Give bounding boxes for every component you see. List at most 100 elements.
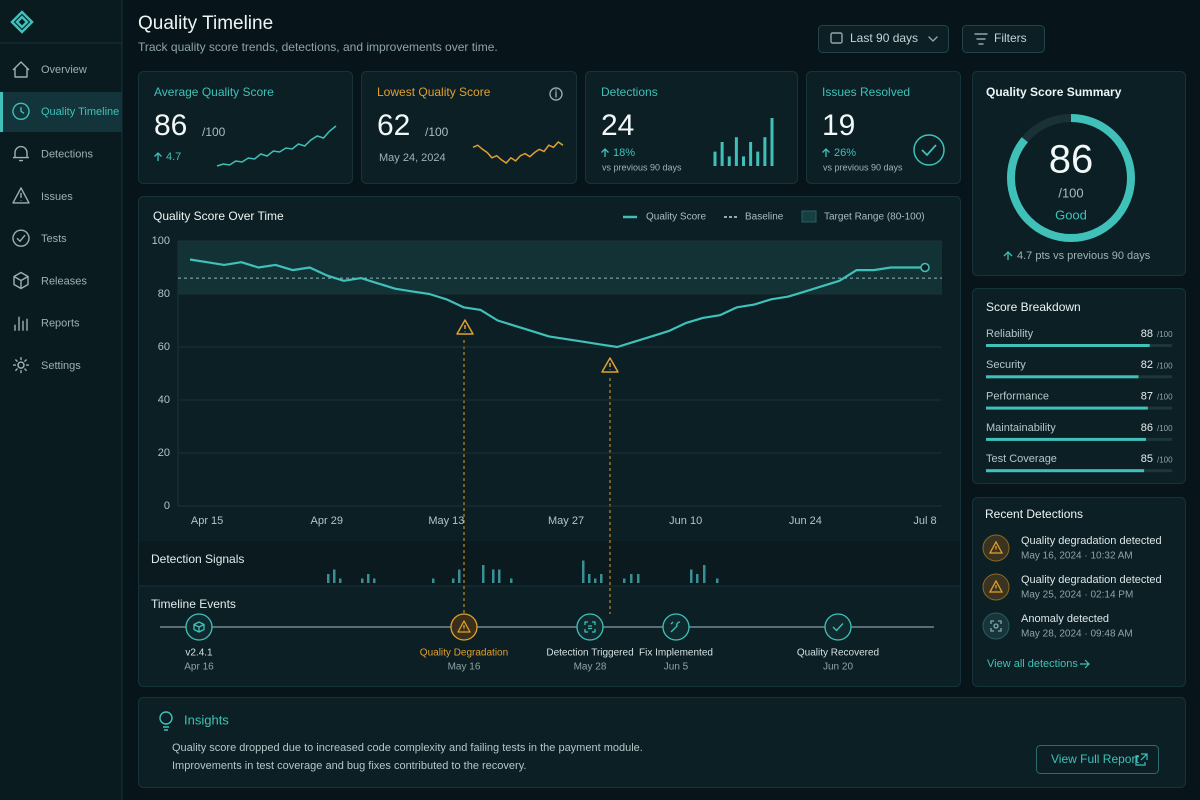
page-subtitle: Track quality score trends, detections, … bbox=[138, 40, 498, 54]
x-tick-label: Apr 15 bbox=[191, 515, 223, 527]
up-arrow bbox=[822, 148, 830, 157]
timeline-event[interactable] bbox=[576, 613, 604, 641]
nav-icon bbox=[12, 229, 30, 247]
event-node bbox=[576, 613, 604, 641]
signal-bar bbox=[432, 578, 435, 583]
summary-card bbox=[972, 71, 1186, 276]
breakdown-unit: /100 bbox=[1157, 393, 1173, 402]
signal-bar bbox=[339, 578, 342, 583]
nav-item[interactable]: Overview bbox=[41, 64, 87, 76]
timeline-title: Timeline Events bbox=[151, 597, 236, 611]
nav-active-bg bbox=[0, 92, 122, 132]
bar bbox=[986, 344, 1150, 347]
signal-bar bbox=[452, 578, 455, 583]
kpi-value: 24 bbox=[601, 109, 634, 142]
timeline-event[interactable] bbox=[662, 613, 690, 641]
detections-card bbox=[972, 497, 1186, 687]
breakdown-label: Maintainability bbox=[986, 422, 1056, 434]
event-date: May 28 bbox=[574, 662, 607, 673]
sparkline bbox=[216, 125, 337, 167]
timeline-event[interactable] bbox=[824, 613, 852, 641]
card-title: Quality Score Summary bbox=[986, 85, 1122, 99]
breakdown-unit: /100 bbox=[1157, 361, 1173, 370]
signal-bar bbox=[458, 569, 461, 583]
x-tick-label: Jun 10 bbox=[669, 515, 702, 527]
signal-bar bbox=[482, 565, 485, 583]
kpi-note: vs previous 90 days bbox=[823, 162, 903, 172]
kpi-label: Issues Resolved bbox=[822, 85, 910, 99]
x-tick-label: Apr 29 bbox=[311, 515, 343, 527]
nav-item[interactable]: Detections bbox=[41, 149, 93, 161]
event-date: Jun 20 bbox=[823, 662, 853, 673]
signal-bar bbox=[594, 578, 597, 583]
signal-bar bbox=[630, 574, 633, 583]
y-tick-label: 80 bbox=[158, 288, 170, 300]
spark-bar bbox=[720, 142, 724, 166]
ring-value bbox=[1007, 114, 1135, 242]
timeline-event[interactable] bbox=[185, 613, 213, 641]
date-range-button[interactable]: Last 90 days bbox=[818, 25, 949, 53]
spark-bar bbox=[727, 156, 731, 166]
signal-bar bbox=[367, 574, 370, 583]
kpi-label: Lowest Quality Score bbox=[377, 85, 491, 99]
insight-line: Improvements in test coverage and bug fi… bbox=[172, 760, 526, 772]
signal-bar bbox=[327, 574, 330, 583]
detection-icon bbox=[988, 579, 1004, 593]
kpi-unit: /100 bbox=[202, 125, 226, 139]
nav-icon bbox=[13, 145, 29, 162]
x-tick-label: Jul 8 bbox=[913, 515, 936, 527]
filter-icon bbox=[974, 33, 988, 45]
breakdown-label: Performance bbox=[986, 391, 1049, 403]
detection-icon bbox=[988, 540, 1004, 554]
breakdown-unit: /100 bbox=[1157, 424, 1173, 433]
view-report-button[interactable]: View Full Report bbox=[1036, 745, 1159, 774]
breakdown-unit: /100 bbox=[1157, 455, 1173, 464]
signal-bar bbox=[582, 560, 585, 583]
warning-marker bbox=[601, 357, 619, 373]
button-frame bbox=[1036, 745, 1159, 774]
signal-bar bbox=[361, 578, 364, 583]
view-all-link[interactable]: View all detections bbox=[987, 658, 1090, 670]
signal-bar bbox=[510, 578, 513, 583]
signal-bar bbox=[637, 574, 640, 583]
timeline-event[interactable] bbox=[450, 613, 478, 641]
spark-bar bbox=[742, 156, 745, 166]
detection-time: May 28, 2024 · 09:48 AM bbox=[1021, 629, 1133, 640]
nav-item[interactable]: Tests bbox=[41, 233, 67, 245]
spark-bar bbox=[713, 151, 717, 166]
signal-bar bbox=[588, 574, 591, 583]
signal-bar bbox=[492, 569, 495, 583]
breakdown-value: 86 bbox=[1141, 422, 1153, 434]
summary-rating: Good bbox=[1055, 207, 1087, 222]
target-range bbox=[178, 241, 942, 294]
arrow-icon bbox=[1080, 659, 1090, 669]
kpi-card bbox=[138, 71, 353, 184]
event-label: Quality Degradation bbox=[420, 648, 508, 659]
summary-unit: /100 bbox=[1058, 185, 1083, 200]
y-tick-label: 40 bbox=[158, 394, 170, 406]
nav-item[interactable]: Quality Timeline bbox=[41, 106, 119, 118]
signal-bar bbox=[703, 565, 706, 583]
bar bbox=[986, 375, 1139, 379]
spark-bar bbox=[770, 118, 774, 166]
spark-bar bbox=[734, 137, 738, 166]
x-tick-label: May 27 bbox=[548, 515, 584, 527]
nav-item[interactable]: Issues bbox=[41, 191, 73, 203]
signal-bar bbox=[373, 578, 376, 583]
sparkline bbox=[472, 141, 564, 164]
breakdown-value: 88 bbox=[1141, 328, 1153, 340]
event-icon bbox=[584, 621, 596, 633]
nav-item[interactable]: Reports bbox=[41, 318, 80, 330]
nav-item[interactable]: Settings bbox=[41, 360, 81, 372]
button-frame bbox=[962, 25, 1045, 53]
button-frame bbox=[818, 25, 949, 53]
detection-time: May 25, 2024 · 02:14 PM bbox=[1021, 590, 1133, 601]
button-label: View Full Report bbox=[1051, 752, 1139, 766]
spark-bar bbox=[763, 137, 767, 166]
event-date: May 16 bbox=[448, 662, 481, 673]
nav-item[interactable]: Releases bbox=[41, 275, 87, 287]
detection-title: Quality degradation detected bbox=[1021, 574, 1162, 586]
kpi-unit: /100 bbox=[425, 125, 449, 139]
bar bbox=[986, 437, 1146, 441]
filters-button[interactable]: Filters bbox=[962, 25, 1045, 53]
